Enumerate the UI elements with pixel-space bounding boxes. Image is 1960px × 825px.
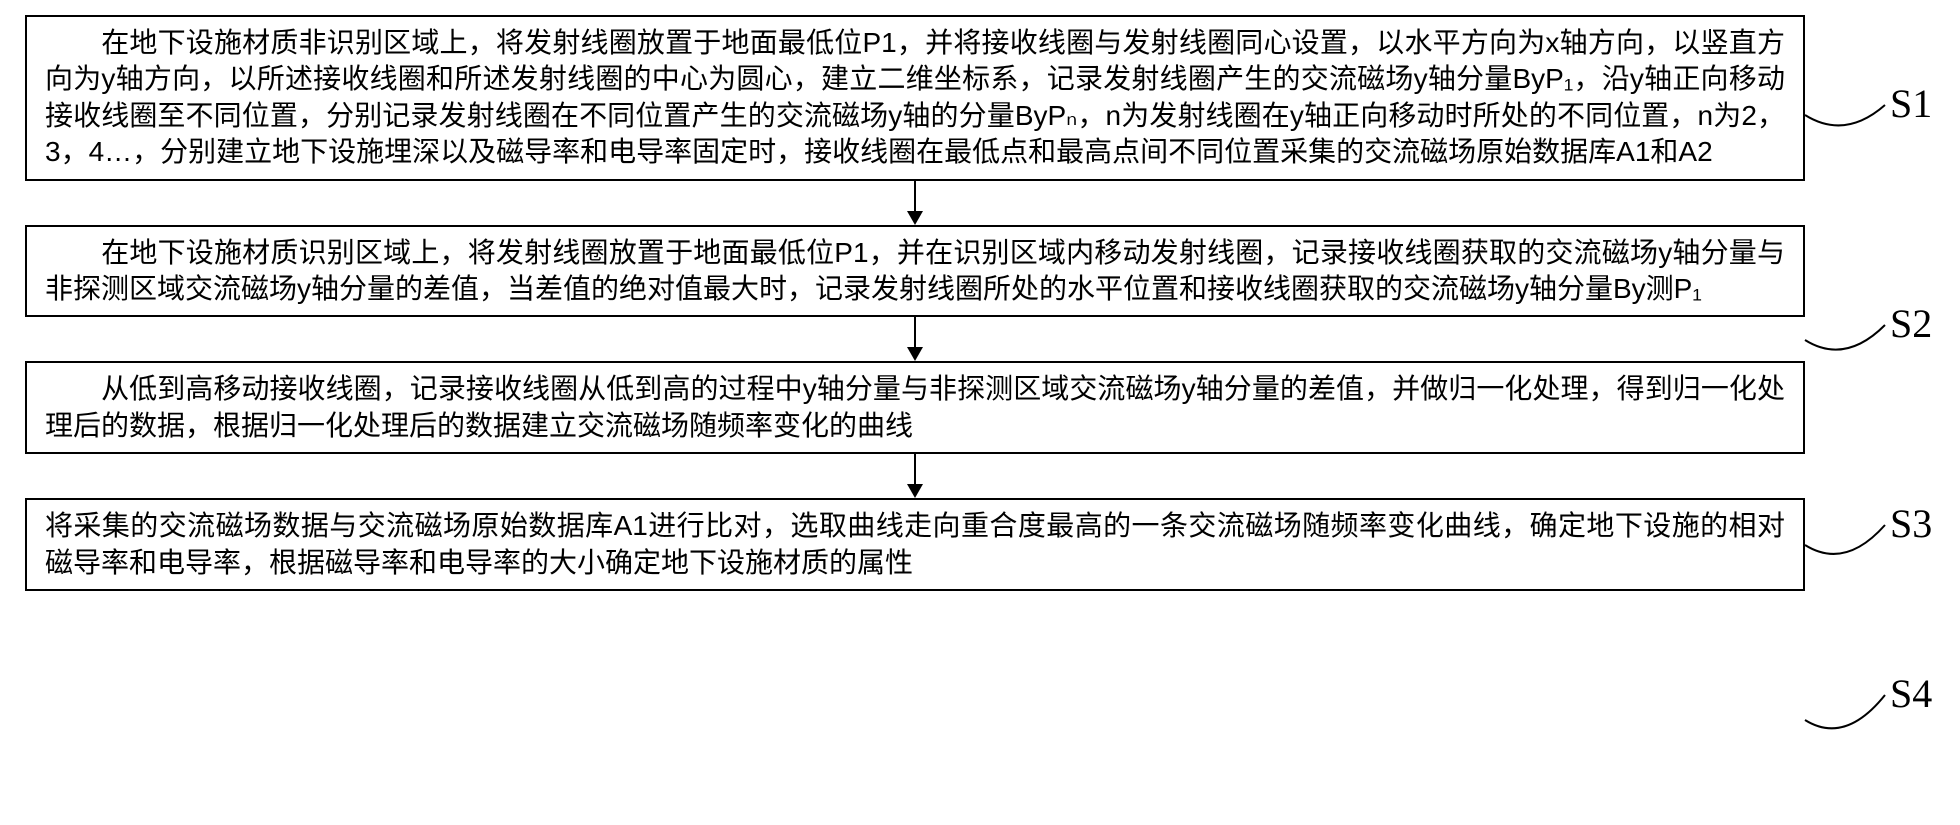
arrow-line: [914, 454, 916, 484]
arrow-head-icon: [907, 484, 923, 498]
step-label-s2: S2: [1890, 300, 1932, 347]
step-label-s4: S4: [1890, 670, 1932, 717]
arrow-s1-s2: [25, 181, 1805, 225]
step-text-s4: 将采集的交流磁场数据与交流磁场原始数据库A1进行比对，选取曲线走向重合度最高的一…: [45, 510, 1785, 577]
step-text-s1: 在地下设施材质非识别区域上，将发射线圈放置于地面最低位P1，并将接收线圈与发射线…: [45, 27, 1785, 167]
step-box-s4: 将采集的交流磁场数据与交流磁场原始数据库A1进行比对，选取曲线走向重合度最高的一…: [25, 498, 1805, 591]
step-box-s1: 在地下设施材质非识别区域上，将发射线圈放置于地面最低位P1，并将接收线圈与发射线…: [25, 15, 1805, 181]
arrow-line: [914, 181, 916, 211]
flowchart-container: 在地下设施材质非识别区域上，将发射线圈放置于地面最低位P1，并将接收线圈与发射线…: [25, 15, 1805, 591]
step-text-s2: 在地下设施材质识别区域上，将发射线圈放置于地面最低位P1，并在识别区域内移动发射…: [45, 237, 1785, 304]
step-label-s1: S1: [1890, 80, 1932, 127]
arrow-head-icon: [907, 211, 923, 225]
arrow-s2-s3: [25, 317, 1805, 361]
arrow-s3-s4: [25, 454, 1805, 498]
step-label-s3: S3: [1890, 500, 1932, 547]
arrow-line: [914, 317, 916, 347]
step-text-s3: 从低到高移动接收线圈，记录接收线圈从低到高的过程中y轴分量与非探测区域交流磁场y…: [45, 373, 1785, 440]
step-box-s3: 从低到高移动接收线圈，记录接收线圈从低到高的过程中y轴分量与非探测区域交流磁场y…: [25, 361, 1805, 454]
arrow-head-icon: [907, 347, 923, 361]
step-box-s2: 在地下设施材质识别区域上，将发射线圈放置于地面最低位P1，并在识别区域内移动发射…: [25, 225, 1805, 318]
